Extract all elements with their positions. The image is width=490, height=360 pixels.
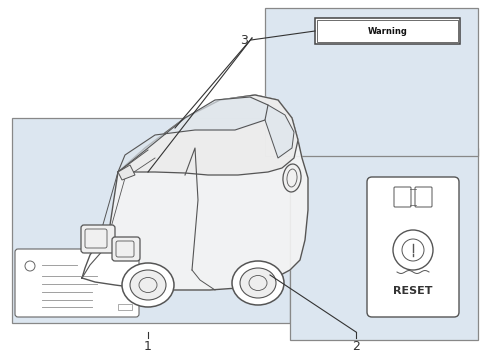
Text: RESET: RESET xyxy=(393,286,433,296)
Polygon shape xyxy=(118,165,135,180)
Ellipse shape xyxy=(130,270,166,300)
Bar xyxy=(315,18,460,44)
Text: 3: 3 xyxy=(240,33,248,46)
Text: 1: 1 xyxy=(144,340,152,353)
Ellipse shape xyxy=(122,263,174,307)
Text: Warning: Warning xyxy=(368,27,408,36)
Polygon shape xyxy=(265,105,294,158)
FancyBboxPatch shape xyxy=(15,249,139,317)
FancyBboxPatch shape xyxy=(112,237,140,261)
Bar xyxy=(265,8,478,156)
Bar xyxy=(317,20,458,42)
Polygon shape xyxy=(118,95,298,175)
Ellipse shape xyxy=(283,164,301,192)
Polygon shape xyxy=(82,95,308,290)
FancyBboxPatch shape xyxy=(81,225,115,253)
Ellipse shape xyxy=(232,261,284,305)
Bar xyxy=(12,118,290,323)
Text: 2: 2 xyxy=(352,340,360,353)
Bar xyxy=(118,304,132,310)
Ellipse shape xyxy=(240,268,276,298)
Polygon shape xyxy=(118,97,268,172)
FancyBboxPatch shape xyxy=(367,177,459,317)
Bar xyxy=(290,148,478,340)
